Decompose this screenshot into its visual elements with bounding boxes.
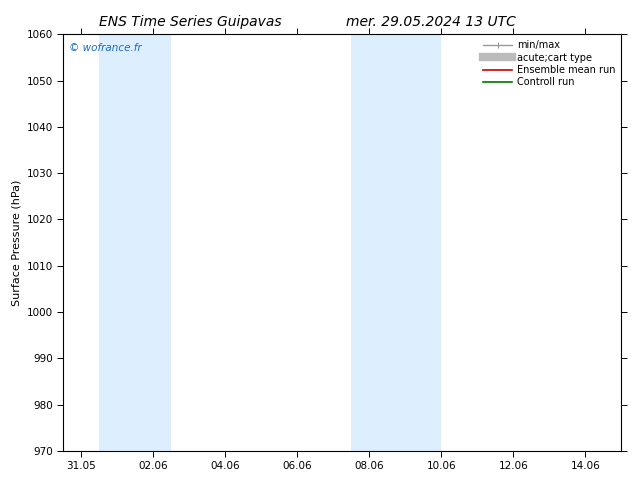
Y-axis label: Surface Pressure (hPa): Surface Pressure (hPa) [11,179,21,306]
Bar [351,34,441,451]
Text: © wofrance.fr: © wofrance.fr [69,43,141,52]
Text: ENS Time Series Guipavas: ENS Time Series Guipavas [99,15,281,29]
Text: mer. 29.05.2024 13 UTC: mer. 29.05.2024 13 UTC [346,15,516,29]
Bar [100,34,171,451]
Legend: min/max, acute;cart type, Ensemble mean run, Controll run: min/max, acute;cart type, Ensemble mean … [479,36,619,91]
